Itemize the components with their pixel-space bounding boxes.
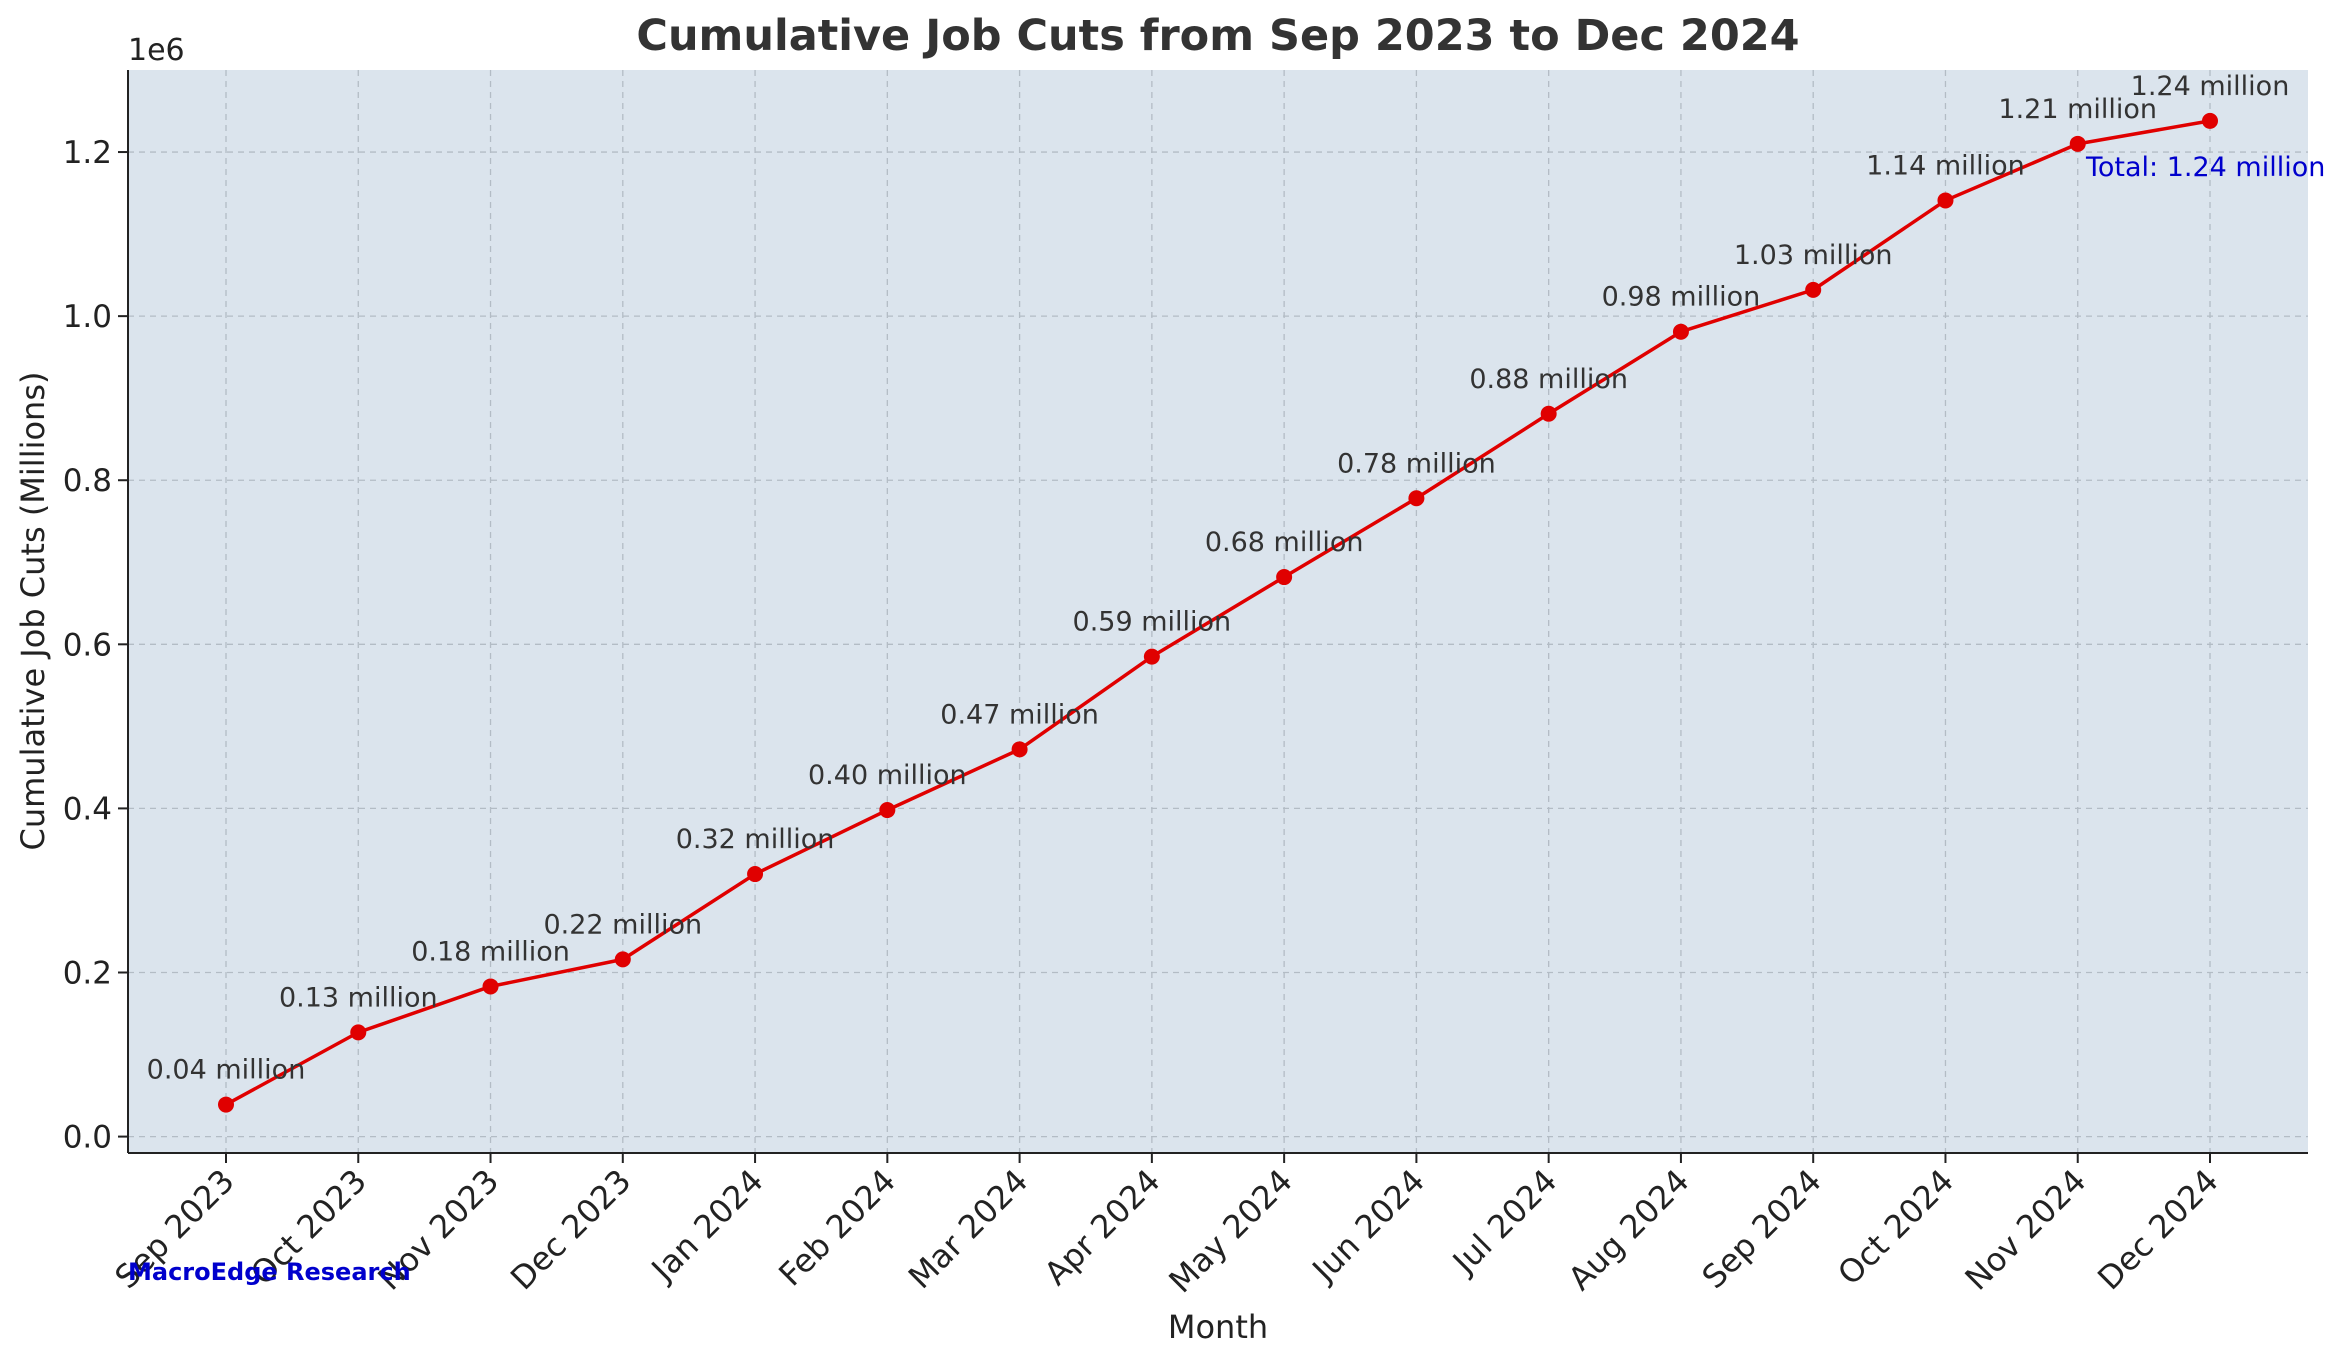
data-point bbox=[1143, 648, 1160, 665]
data-point bbox=[614, 951, 631, 968]
data-label: 1.14 million bbox=[1866, 150, 2025, 181]
y-offset-label: 1e6 bbox=[128, 33, 185, 68]
data-point bbox=[218, 1096, 234, 1113]
data-point bbox=[2202, 112, 2218, 129]
grid bbox=[128, 70, 2308, 1153]
data-point bbox=[747, 866, 764, 883]
y-ticks: 0.0 0.2 0.4 0.6 0.8 1.0 1.2 bbox=[63, 135, 128, 1156]
data-point bbox=[2069, 135, 2086, 152]
chart-title: Cumulative Job Cuts from Sep 2023 to Dec… bbox=[636, 11, 1799, 61]
data-labels: 0.04 million 0.13 million 0.18 million0.22… bbox=[147, 71, 2290, 1086]
data-label: 0.18 million bbox=[411, 936, 570, 967]
y-tick-label: 1.0 bbox=[63, 299, 112, 335]
data-label: 0.13 million bbox=[279, 982, 438, 1013]
data-label: 0.40 million bbox=[808, 760, 967, 791]
series-group bbox=[218, 112, 2218, 1113]
data-point bbox=[1540, 405, 1557, 422]
y-tick-label: 0.2 bbox=[63, 956, 112, 992]
data-point bbox=[482, 978, 499, 995]
y-tick-label: 0.0 bbox=[63, 1120, 112, 1156]
total-annotation: Total: 1.24 million bbox=[2085, 152, 2325, 183]
data-point bbox=[1408, 490, 1425, 507]
data-label: 0.47 million bbox=[940, 699, 1099, 730]
series-line bbox=[225, 119, 2211, 1107]
y-axis-label: Cumulative Job Cuts (Millions) bbox=[14, 372, 52, 851]
data-point bbox=[1276, 569, 1293, 586]
data-label: 0.88 million bbox=[1469, 364, 1628, 395]
data-point bbox=[879, 802, 896, 819]
x-axis-label: Month bbox=[1168, 1308, 1268, 1346]
source-label: MacroEdge Research bbox=[128, 1258, 411, 1286]
data-label: 0.98 million bbox=[1602, 282, 1761, 313]
data-point bbox=[1011, 741, 1028, 758]
data-point bbox=[350, 1024, 367, 1041]
data-point bbox=[1672, 323, 1689, 340]
data-label: 0.59 million bbox=[1073, 607, 1232, 638]
data-label: 0.04 million bbox=[147, 1055, 306, 1086]
data-label: 0.68 million bbox=[1205, 527, 1364, 558]
y-tick-label: 1.2 bbox=[63, 135, 112, 171]
data-label: 0.78 million bbox=[1337, 448, 1496, 479]
data-point bbox=[1805, 281, 1822, 298]
data-label: 0.32 million bbox=[676, 824, 835, 855]
y-tick-label: 0.6 bbox=[63, 627, 112, 663]
data-label: 1.24 million bbox=[2131, 71, 2290, 102]
data-label: 1.21 million bbox=[1998, 94, 2157, 125]
y-tick-label: 0.4 bbox=[63, 791, 112, 827]
data-label: 1.03 million bbox=[1734, 240, 1893, 271]
data-point bbox=[1937, 192, 1954, 209]
data-label: 0.22 million bbox=[543, 909, 702, 940]
y-tick-label: 0.8 bbox=[63, 463, 112, 499]
